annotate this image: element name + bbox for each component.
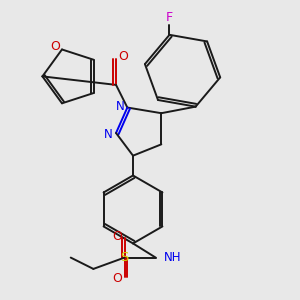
Text: NH: NH — [164, 251, 182, 264]
Text: O: O — [50, 40, 60, 53]
Text: O: O — [118, 50, 128, 63]
Text: N: N — [104, 128, 112, 141]
Text: F: F — [166, 11, 173, 24]
Text: S: S — [120, 251, 129, 264]
Text: N: N — [116, 100, 124, 112]
Text: O: O — [112, 272, 122, 285]
Text: O: O — [112, 230, 122, 243]
